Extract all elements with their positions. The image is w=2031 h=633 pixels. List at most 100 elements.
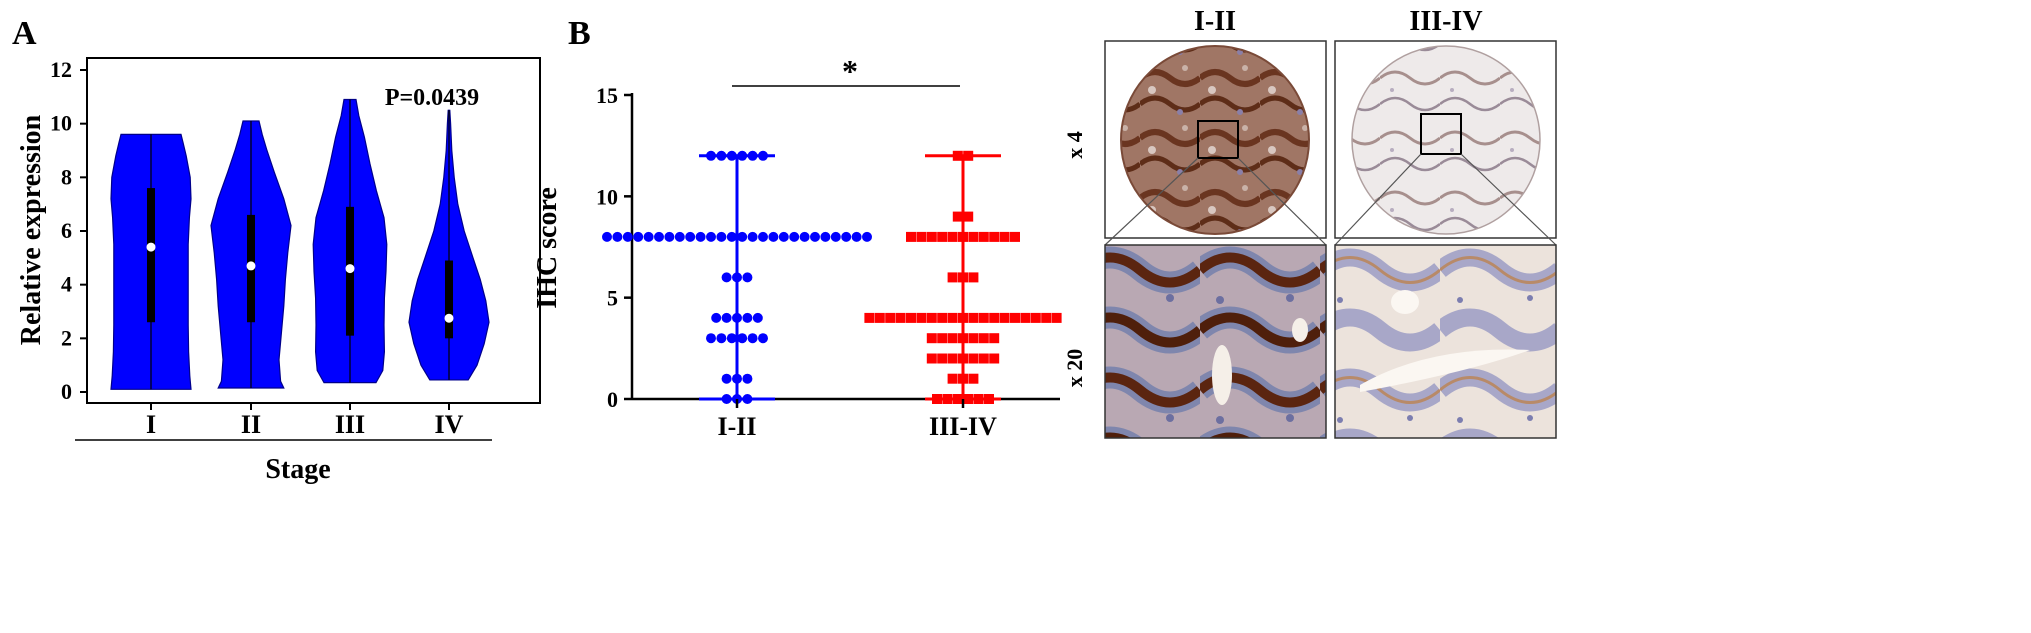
panel-b-point xyxy=(895,312,906,323)
panel-a-violins xyxy=(110,98,490,390)
panel-b-point xyxy=(820,231,831,242)
panel-b-point xyxy=(926,353,937,364)
ihc-header-early-stage: I-II xyxy=(1194,6,1236,37)
ihc-zoom-line-late-right xyxy=(1460,153,1557,246)
panel-b-y-label: IHC score xyxy=(532,187,563,309)
ihc-row-label-x4: x 4 xyxy=(1062,131,1087,159)
panel-b-point xyxy=(721,312,732,323)
violin-iqr-box xyxy=(445,260,453,339)
panel-b-point xyxy=(862,231,872,242)
ihc-zoom-line-early-left xyxy=(1104,157,1199,246)
ihc-image-late-x4 xyxy=(1334,40,1557,239)
panel-b-point xyxy=(742,272,753,283)
panel-b-point xyxy=(685,231,696,242)
panel-b-point xyxy=(958,272,968,283)
panel-b-point xyxy=(958,312,968,323)
panel-b-point xyxy=(952,211,963,222)
ihc-row-label-x20: x 20 xyxy=(1062,349,1087,388)
panel-a-x-tick-label: III xyxy=(335,410,365,439)
panel-b-point xyxy=(984,394,994,404)
panel-b-point xyxy=(916,312,927,323)
panel-b-point xyxy=(747,333,758,344)
panel-b-y-axis: 0 5 10 15 xyxy=(596,83,632,412)
panel-a-y-label: Relative expression xyxy=(16,114,47,345)
panel-b-point xyxy=(633,231,644,242)
panel-a-y-axis: 0 2 4 6 8 10 12 xyxy=(50,57,87,404)
panel-b-y-tick-label: 5 xyxy=(607,286,618,311)
panel-b-point xyxy=(643,231,654,242)
panel-b-point xyxy=(926,333,937,344)
panel-b-point xyxy=(926,231,937,242)
panel-b-point xyxy=(721,272,732,283)
panel-a-x-tick-label: II xyxy=(241,410,261,439)
panel-b-letter: B xyxy=(568,15,591,52)
panel-b-point xyxy=(742,373,753,384)
panel-b-point xyxy=(732,373,742,384)
panel-b-point xyxy=(952,150,963,161)
panel-b-point xyxy=(726,150,737,161)
panel-b-point xyxy=(947,312,958,323)
panel-b-point xyxy=(947,272,958,283)
panel-b-point xyxy=(906,312,916,323)
panel-b-point xyxy=(947,333,958,344)
panel-b-y-tick-label: 15 xyxy=(596,83,618,108)
panel-b-point xyxy=(612,231,623,242)
panel-b-point xyxy=(999,312,1010,323)
panel-b-point xyxy=(799,231,810,242)
panel-b-significance-star: * xyxy=(842,53,858,89)
panel-b-point xyxy=(711,312,722,323)
panel-a-y-tick-label: 2 xyxy=(61,325,72,350)
violin-median-dot xyxy=(146,242,156,252)
panel-b-point xyxy=(864,312,875,323)
panel-b-point xyxy=(830,231,841,242)
panel-b-point xyxy=(758,333,768,344)
panel-b-point xyxy=(622,231,633,242)
panel-b-point xyxy=(916,231,927,242)
panel-b-point xyxy=(732,312,742,323)
panel-b-x-tick-label: III-IV xyxy=(929,412,997,441)
panel-b-point xyxy=(989,333,1000,344)
panel-b-point xyxy=(721,394,732,404)
panel-b-point xyxy=(747,231,758,242)
panel-b-point xyxy=(978,353,989,364)
panel-b-point xyxy=(747,150,758,161)
ihc-zoom-box-late xyxy=(1420,113,1462,155)
panel-b-scatter-chart: B 0 5 10 15 I-II III-IV IHC score * xyxy=(532,15,1062,441)
panel-b-point xyxy=(789,231,800,242)
panel-b-points xyxy=(602,150,1062,404)
panel-b-point xyxy=(958,373,968,384)
panel-b-point xyxy=(706,231,716,242)
panel-b-point xyxy=(737,231,748,242)
panel-b-point xyxy=(1020,312,1031,323)
panel-b-point xyxy=(716,333,727,344)
panel-b-point xyxy=(947,353,958,364)
panel-b-point xyxy=(952,394,963,404)
panel-b-point xyxy=(664,231,675,242)
panel-a-letter: A xyxy=(12,15,37,52)
panel-b-point xyxy=(768,231,779,242)
panel-b-point xyxy=(963,211,974,222)
panel-a-y-tick-label: 12 xyxy=(50,57,72,82)
panel-b-point xyxy=(958,231,968,242)
panel-b-point xyxy=(958,333,968,344)
panel-a-x-label: Stage xyxy=(265,454,330,485)
ihc-header-late-stage: III-IV xyxy=(1409,6,1482,37)
violin-median-dot xyxy=(246,261,256,271)
panel-b-point xyxy=(937,231,948,242)
panel-b-point xyxy=(841,231,852,242)
violin-median-dot xyxy=(444,313,454,323)
panel-b-point xyxy=(602,231,612,242)
panel-b-point xyxy=(989,231,1000,242)
panel-b-point xyxy=(968,312,979,323)
panel-b-point xyxy=(963,394,974,404)
panel-b-point xyxy=(654,231,664,242)
panel-b-point xyxy=(989,312,1000,323)
panel-b-point xyxy=(721,373,732,384)
panel-b-point xyxy=(1041,312,1052,323)
panel-b-point xyxy=(963,150,974,161)
panel-b-point xyxy=(947,231,958,242)
ihc-zoom-line-early-right xyxy=(1237,157,1327,246)
panel-b-point xyxy=(937,333,948,344)
panel-a-y-tick-label: 6 xyxy=(61,218,72,243)
